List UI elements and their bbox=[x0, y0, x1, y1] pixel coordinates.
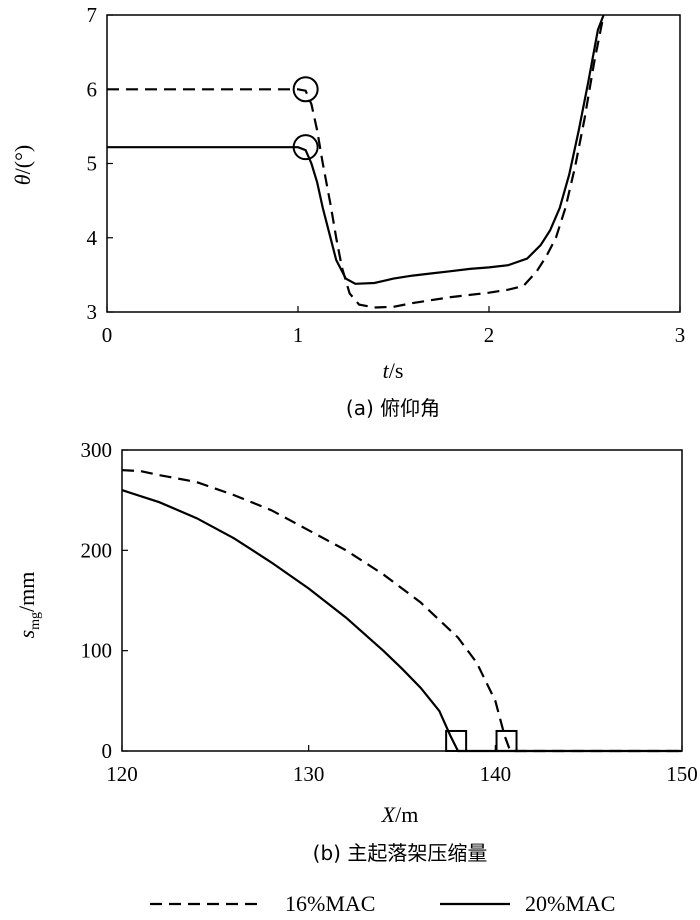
chart-b-y-tick-label-3: 300 bbox=[81, 438, 113, 462]
chart-pitch-angle: 0 1 2 3 3 4 5 6 7 θ/(°) t/s (a) 俯仰角 bbox=[10, 3, 685, 420]
chart-b-square-marker-1 bbox=[495, 729, 518, 752]
chart-a-y-tick-label-0: 3 bbox=[87, 300, 98, 324]
chart-b-y-axis-label-unit: /mm bbox=[14, 572, 39, 612]
chart-b-y-axis-label-sub: mg bbox=[28, 612, 43, 630]
chart-landing-gear-compression: 120 130 140 150 0 100 200 300 smg/mm X/m (b) 主起… bbox=[14, 438, 698, 865]
chart-b-y-axis-label: smg/mm bbox=[14, 572, 43, 639]
chart-a-y-tick-label-2: 5 bbox=[87, 152, 98, 176]
chart-a-y-tick-label-4: 7 bbox=[87, 3, 98, 27]
chart-a-x-axis-label-unit: /s bbox=[389, 358, 404, 383]
chart-a-circle-marker-1 bbox=[292, 134, 319, 161]
chart-b-square-marker-0 bbox=[445, 729, 468, 752]
chart-b-y-tick-label-1: 100 bbox=[81, 639, 113, 663]
chart-b-x-axis-label-unit: /m bbox=[395, 802, 418, 827]
chart-b-series-line-16mac bbox=[121, 469, 682, 753]
chart-a-y-tick-label-3: 6 bbox=[87, 77, 98, 101]
chart-a-circle-marker-0 bbox=[292, 76, 319, 103]
chart-a-y-axis-label: θ/(°) bbox=[10, 145, 35, 185]
chart-a-x-tick-label-1: 1 bbox=[293, 323, 304, 347]
chart-b-y-tick-label-0: 0 bbox=[102, 739, 113, 763]
chart-a-series-line-20mac bbox=[107, 14, 605, 285]
chart-a-y-tick-label-1: 4 bbox=[87, 226, 98, 250]
chart-b-series-line-20mac bbox=[121, 489, 682, 753]
chart-b-x-tick-label-3: 150 bbox=[666, 762, 698, 786]
chart-a-x-axis-label: t/s bbox=[383, 358, 404, 383]
chart-b-y-tick-label-2: 200 bbox=[81, 538, 113, 562]
chart-b-x-tick-label-0: 120 bbox=[106, 762, 138, 786]
chart-a-x-axis-label-main: t bbox=[383, 358, 390, 383]
chart-b-x-tick-label-2: 140 bbox=[480, 762, 512, 786]
chart-b-plot-frame bbox=[121, 449, 683, 752]
legend: 16%MAC 20%MAC bbox=[150, 891, 615, 916]
chart-b-x-axis-label-main: X bbox=[381, 802, 397, 827]
chart-b-x-axis-label: X/m bbox=[381, 802, 419, 827]
chart-a-y-axis-label-main: θ bbox=[10, 174, 35, 185]
chart-a-series-line-16mac bbox=[107, 14, 605, 309]
chart-a-caption: (a) 俯仰角 bbox=[346, 396, 440, 420]
chart-a-x-tick-label-0: 0 bbox=[102, 323, 113, 347]
chart-b-caption: (b) 主起落架压缩量 bbox=[313, 841, 488, 865]
chart-a-y-axis-label-unit: /(°) bbox=[10, 145, 35, 175]
chart-a-x-tick-label-3: 3 bbox=[675, 323, 686, 347]
legend-label-16mac: 16%MAC bbox=[285, 891, 375, 916]
chart-b-y-axis-label-main: s bbox=[14, 630, 39, 639]
chart-b-x-tick-label-1: 130 bbox=[293, 762, 325, 786]
chart-a-x-tick-label-2: 2 bbox=[484, 323, 495, 347]
legend-label-20mac: 20%MAC bbox=[525, 891, 615, 916]
